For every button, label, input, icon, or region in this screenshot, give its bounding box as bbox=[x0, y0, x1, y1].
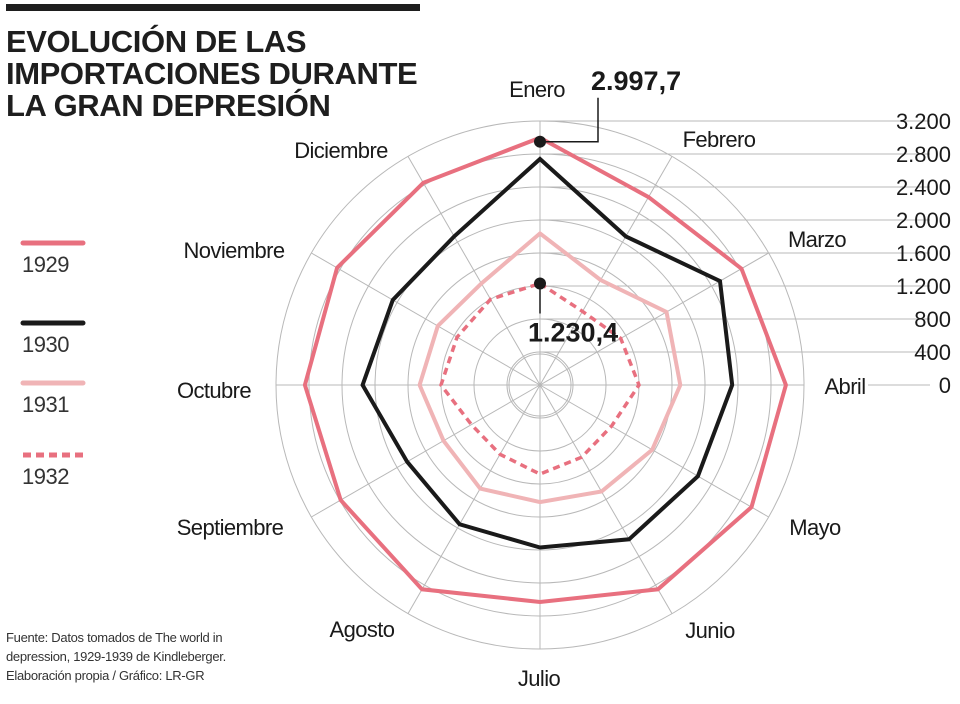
annotation-label: 1.230,4 bbox=[528, 317, 618, 347]
category-label: Marzo bbox=[788, 227, 846, 252]
grid-spoke bbox=[407, 156, 541, 386]
category-label: Octubre bbox=[177, 378, 251, 403]
legend-label-1929: 1929 bbox=[22, 252, 69, 277]
source-line-3: Elaboración propia / Gráfico: LR-GR bbox=[6, 668, 205, 683]
scale-tick-label: 1.600 bbox=[896, 241, 951, 266]
scale-tick-label: 2.000 bbox=[896, 208, 951, 233]
legend-label-1932: 1932 bbox=[22, 464, 69, 489]
scale-tick-label: 1.200 bbox=[896, 274, 951, 299]
category-label: Julio bbox=[518, 666, 561, 691]
category-label: Enero bbox=[509, 77, 565, 102]
legend-swatch-1930 bbox=[20, 320, 86, 326]
grid-spoke bbox=[311, 384, 541, 518]
source-line-2: depression, 1929-1939 de Kindleberger. bbox=[6, 649, 226, 664]
category-label: Mayo bbox=[789, 515, 841, 540]
source-line-1: Fuente: Datos tomados de The world in bbox=[6, 630, 223, 645]
category-label: Septiembre bbox=[177, 515, 284, 540]
category-label: Febrero bbox=[683, 127, 756, 152]
annotation-leader bbox=[540, 97, 599, 143]
scale-tick-label: 400 bbox=[914, 340, 951, 365]
category-label: Abril bbox=[824, 374, 865, 399]
legend-label-1931: 1931 bbox=[22, 392, 69, 417]
title-line-2: IMPORTACIONES DURANTE bbox=[6, 56, 418, 91]
legend-swatch-1929 bbox=[20, 240, 86, 246]
series-line-1929 bbox=[302, 135, 789, 605]
annotation-label: 2.997,7 bbox=[591, 66, 681, 96]
title-line-1: EVOLUCIÓN DE LAS bbox=[6, 24, 307, 59]
scale-tick-label: 2.400 bbox=[896, 175, 951, 200]
category-label: Junio bbox=[685, 618, 735, 643]
scale-tick-label: 3.200 bbox=[896, 109, 951, 134]
category-label: Diciembre bbox=[294, 138, 388, 163]
scale-tick-label: 800 bbox=[914, 307, 951, 332]
legend-item-1931: 1931 bbox=[20, 380, 110, 430]
chart-title: EVOLUCIÓN DE LAS IMPORTACIONES DURANTE L… bbox=[6, 24, 418, 123]
legend-item-1930: 1930 bbox=[20, 320, 110, 370]
grid-spoke bbox=[539, 384, 769, 518]
legend-item-1932: 1932 bbox=[20, 452, 110, 502]
grid-spoke bbox=[539, 384, 673, 614]
title-line-3: LA GRAN DEPRESIÓN bbox=[6, 88, 331, 123]
legend-swatch-1931 bbox=[20, 380, 86, 386]
source-note: Fuente: Datos tomados de The world in de… bbox=[6, 628, 226, 685]
grid-spoke bbox=[539, 156, 673, 386]
top-rule bbox=[6, 4, 420, 11]
scale-tick-label: 0 bbox=[939, 373, 951, 398]
legend-label-1930: 1930 bbox=[22, 332, 69, 357]
scale-tick-label: 2.800 bbox=[896, 142, 951, 167]
category-label: Noviembre bbox=[184, 238, 285, 263]
grid-spoke bbox=[311, 252, 541, 386]
grid-spoke bbox=[407, 384, 541, 614]
category-label: Agosto bbox=[330, 617, 395, 642]
legend-item-1929: 1929 bbox=[20, 240, 110, 290]
legend-swatch-1932 bbox=[23, 452, 83, 458]
